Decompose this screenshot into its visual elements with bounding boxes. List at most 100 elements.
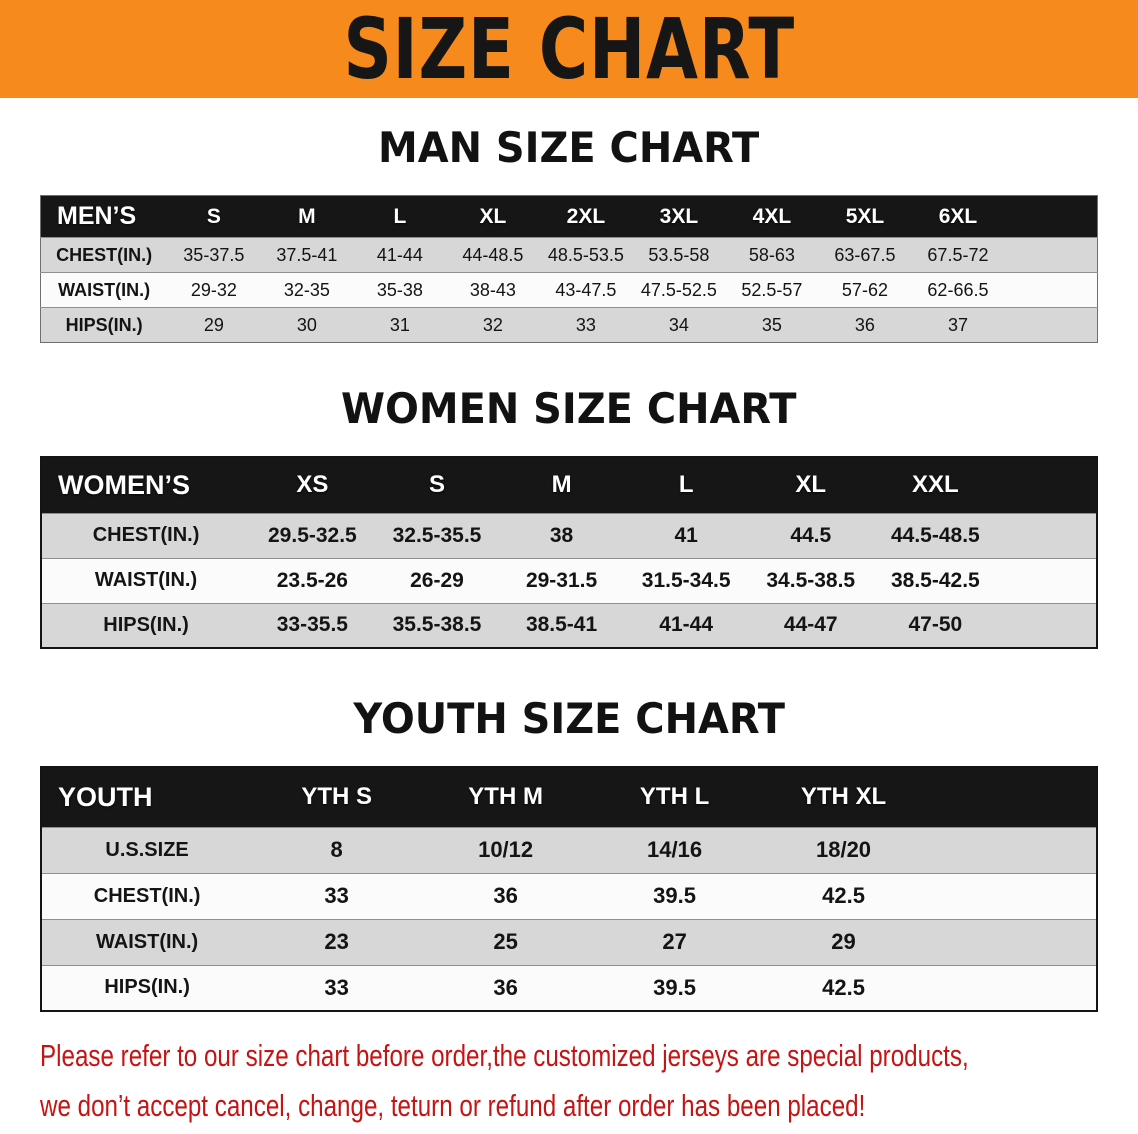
youth-size-table: YOUTH YTH S YTH M YTH L YTH XL U.S.SIZE 8 10/12… [40, 766, 1098, 1013]
table-row: HIPS(IN.) 33 36 39.5 42.5 [41, 965, 1097, 1012]
value-cell: 38 [549, 523, 574, 547]
disclaimer-text-2: we don’t accept cancel, change, teturn o… [40, 1088, 866, 1124]
size-header-cell: L [678, 471, 694, 499]
value-cell: 23 [324, 929, 349, 955]
table-row: WAIST(IN.) 29-32 32-35 35-38 38-43 43-47.5 47.… [40, 272, 1098, 308]
banner: SIZE CHART [0, 0, 1138, 98]
value-cell: 36 [854, 314, 875, 335]
value-cell: 67.5-72 [927, 244, 989, 265]
disclaimer-line-2: we don’t accept cancel, change, teturn o… [40, 1084, 1138, 1134]
value-cell: 44.5-48.5 [890, 523, 980, 547]
spacer-cell [1004, 196, 1097, 238]
row-label-cell: HIPS(IN.) [104, 976, 190, 999]
value-cell: 47.5-52.5 [640, 279, 717, 300]
value-cell: 18/20 [815, 837, 872, 863]
table-row: CHEST(IN.) 35-37.5 37.5-41 41-44 44-48.5 48.5… [40, 237, 1098, 273]
disclaimer: Please refer to our size chart before or… [40, 1034, 1138, 1134]
value-cell: 34 [668, 314, 689, 335]
row-label-cell: WAIST(IN.) [94, 569, 198, 592]
table-header-row: YOUTH YTH S YTH M YTH L YTH XL [41, 767, 1097, 828]
size-header-cell: M [551, 471, 572, 499]
value-cell: 29-32 [190, 279, 237, 300]
size-header-cell: XS [296, 471, 329, 499]
value-cell: 32.5-35.5 [392, 523, 482, 547]
spacer-cell [998, 603, 1097, 648]
page-title: SIZE CHART [343, 0, 795, 98]
size-header-cell: 4XL [752, 204, 792, 228]
size-header-cell: M [298, 204, 316, 228]
spacer-cell [928, 919, 1097, 965]
value-cell: 42.5 [822, 883, 865, 909]
size-header-cell: XL [795, 471, 827, 499]
women-section-heading-wrap: WOMEN SIZE CHART [0, 385, 1138, 432]
value-cell: 48.5-53.5 [547, 244, 624, 265]
value-cell: 41 [674, 523, 698, 547]
value-cell: 43-47.5 [555, 279, 617, 300]
men-size-table: MEN’S S M L XL 2XL 3XL 4XL 5XL 6XL CHEST(IN.) 35-37… [40, 195, 1098, 344]
table-header-row: MEN’S S M L XL 2XL 3XL 4XL 5XL 6XL [40, 195, 1098, 238]
value-cell: 39.5 [653, 883, 696, 909]
value-cell: 30 [296, 314, 317, 335]
size-header-cell: S [428, 471, 445, 499]
row-label-cell: WAIST(IN.) [58, 279, 151, 300]
table-row: U.S.SIZE 8 10/12 14/16 18/20 [41, 827, 1097, 874]
table-row: HIPS(IN.) 33-35.5 35.5-38.5 38.5-41 41-44 44-… [41, 603, 1097, 649]
value-cell: 33-35.5 [276, 613, 348, 637]
row-label-cell: WAIST(IN.) [95, 930, 199, 953]
value-cell: 26-29 [410, 568, 464, 592]
men-section: MAN SIZE CHART MEN’S S M L XL 2XL 3XL 4XL 5XL 6XL… [0, 123, 1138, 344]
size-header-cell: XXL [912, 471, 959, 499]
value-cell: 39.5 [653, 974, 696, 1000]
value-cell: 42.5 [822, 974, 865, 1000]
value-cell: 32 [482, 314, 503, 335]
value-cell: 33 [324, 974, 349, 1000]
spacer-cell [998, 558, 1097, 603]
table-title-cell: WOMEN’S [58, 469, 190, 500]
value-cell: 27 [662, 929, 687, 955]
value-cell: 8 [330, 837, 343, 863]
row-label-cell: HIPS(IN.) [103, 613, 189, 636]
women-section-heading: WOMEN SIZE CHART [341, 384, 797, 434]
spacer-cell [928, 827, 1097, 873]
value-cell: 52.5-57 [741, 279, 803, 300]
value-cell: 36 [493, 883, 518, 909]
table-title-cell: MEN’S [57, 202, 137, 231]
spacer-cell [1004, 308, 1097, 343]
table-row: WAIST(IN.) 23.5-26 26-29 29-31.5 31.5-34.5 34… [41, 558, 1097, 604]
spacer-cell [998, 513, 1097, 558]
row-label-cell: HIPS(IN.) [65, 314, 143, 335]
value-cell: 57-62 [841, 279, 888, 300]
size-header-cell: YTH L [639, 783, 710, 811]
value-cell: 53.5-58 [648, 244, 710, 265]
value-cell: 35-38 [376, 279, 423, 300]
disclaimer-text-1: Please refer to our size chart before or… [40, 1038, 969, 1074]
women-section: WOMEN SIZE CHART WOMEN’S XS S M L XL XXL CHEST(… [0, 385, 1138, 650]
youth-section-heading-wrap: YOUTH SIZE CHART [0, 695, 1138, 742]
value-cell: 32-35 [283, 279, 330, 300]
value-cell: 38-43 [469, 279, 516, 300]
value-cell: 35-37.5 [183, 244, 245, 265]
value-cell: 33 [324, 883, 349, 909]
value-cell: 29-31.5 [525, 568, 598, 592]
men-section-heading: MAN SIZE CHART [378, 123, 760, 172]
value-cell: 23.5-26 [276, 568, 348, 592]
disclaimer-line-1: Please refer to our size chart before or… [40, 1034, 1138, 1084]
value-cell: 44-47 [783, 613, 838, 637]
size-header-cell: 2XL [566, 204, 606, 228]
value-cell: 38.5-41 [525, 613, 598, 637]
value-cell: 31 [389, 314, 410, 335]
size-header-cell: L [393, 204, 407, 228]
row-label-cell: CHEST(IN.) [93, 884, 201, 907]
size-header-cell: 3XL [659, 204, 699, 228]
youth-section-heading: YOUTH SIZE CHART [353, 694, 785, 744]
value-cell: 41-44 [376, 244, 423, 265]
value-cell: 10/12 [478, 837, 534, 863]
value-cell: 38.5-42.5 [890, 568, 980, 592]
table-header-row: WOMEN’S XS S M L XL XXL [41, 457, 1097, 514]
value-cell: 41-44 [659, 613, 714, 637]
spacer-cell [928, 767, 1097, 827]
spacer-cell [1004, 238, 1097, 273]
women-size-table: WOMEN’S XS S M L XL XXL CHEST(IN.) 29.5-32.5 32.5… [40, 456, 1098, 650]
size-header-cell: 5XL [845, 204, 885, 228]
